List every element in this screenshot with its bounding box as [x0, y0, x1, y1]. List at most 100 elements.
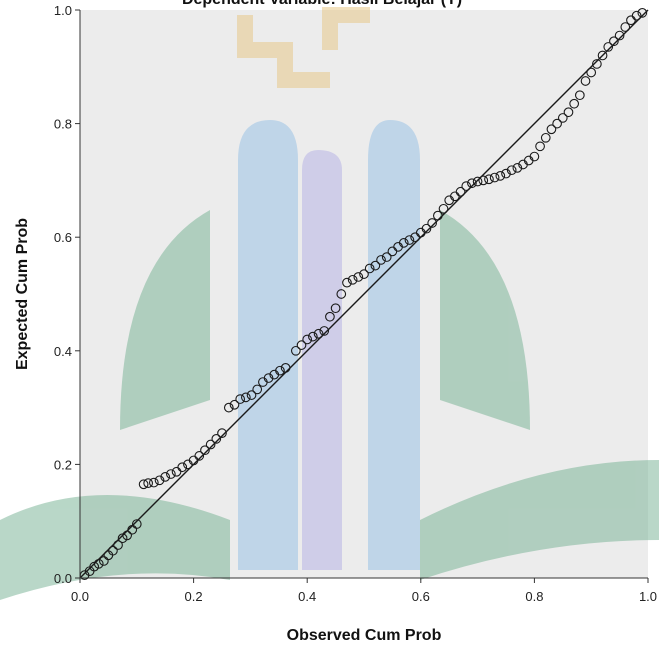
data-point [404, 235, 415, 245]
data-point [108, 545, 118, 556]
data-point [609, 36, 619, 47]
y-tick-label: 0.0 [54, 571, 72, 586]
data-point [495, 171, 506, 181]
data-point [205, 439, 216, 450]
x-tick-label: 0.2 [185, 589, 203, 604]
data-point [489, 172, 500, 183]
data-point [370, 260, 381, 271]
data-point [472, 176, 483, 187]
data-point [586, 67, 597, 78]
data-point [631, 10, 642, 21]
data-point [93, 558, 104, 569]
data-point [263, 373, 274, 383]
data-point [148, 477, 159, 488]
data-point [223, 402, 234, 413]
data-point [364, 263, 375, 274]
data-point [302, 334, 313, 345]
data-point [438, 203, 449, 214]
data-point [113, 540, 123, 550]
data-point [563, 107, 574, 118]
y-tick-label: 1.0 [54, 3, 72, 18]
data-point [620, 22, 631, 32]
data-point [241, 392, 251, 403]
y-tick-label: 0.2 [54, 457, 72, 472]
data-point [580, 76, 591, 86]
x-tick-label: 0.6 [412, 589, 430, 604]
data-point [143, 478, 154, 488]
data-point [398, 238, 409, 248]
data-point [330, 303, 341, 314]
data-point [154, 475, 165, 486]
data-point [427, 218, 438, 228]
data-point [614, 30, 625, 41]
data-point [461, 181, 472, 191]
data-point [194, 451, 205, 461]
x-tick-label: 0.8 [525, 589, 543, 604]
data-point [506, 165, 517, 176]
data-point [535, 141, 545, 152]
y-tick-label: 0.6 [54, 230, 72, 245]
data-point [290, 345, 301, 356]
data-point [131, 519, 142, 529]
data-point [319, 326, 330, 336]
data-point [529, 151, 540, 162]
data-point [166, 469, 176, 479]
data-point [484, 174, 494, 185]
data-point [552, 118, 562, 129]
data-point [246, 390, 257, 400]
data-point [177, 462, 188, 473]
data-point [252, 384, 263, 395]
reference-line [79, 9, 649, 579]
data-point [296, 340, 307, 350]
data-point [381, 252, 392, 262]
data-point [308, 331, 318, 342]
y-tick-label: 0.8 [54, 117, 72, 132]
data-point [280, 362, 291, 373]
data-point [138, 479, 149, 490]
data-point [569, 98, 580, 109]
data-point [540, 132, 551, 143]
x-tick-label: 1.0 [639, 589, 657, 604]
data-point [342, 277, 352, 288]
data-points [79, 7, 648, 581]
data-point [637, 7, 648, 18]
y-axis-title: Expected Cum Prob [14, 218, 31, 370]
data-point [546, 124, 557, 135]
y-tick-label: 0.4 [54, 344, 72, 359]
x-axis-title: Observed Cum Prob [287, 627, 442, 644]
data-point [217, 428, 227, 439]
chart-title: Dependent Variable: Hasil Belajar (Y) [182, 0, 462, 8]
data-point [235, 394, 246, 404]
data-point [603, 42, 614, 52]
x-axis-ticks: 0.0 0.2 0.4 0.6 0.8 1.0 [71, 578, 657, 604]
data-point [336, 289, 347, 299]
data-point [353, 272, 364, 282]
data-point [211, 433, 222, 444]
x-tick-label: 0.0 [71, 589, 89, 604]
data-point [467, 178, 477, 189]
watermark-logo [0, 7, 659, 600]
data-point [275, 365, 285, 376]
data-point [455, 186, 466, 197]
data-point [421, 223, 432, 234]
data-point [229, 399, 240, 410]
data-point [574, 90, 585, 101]
data-point [501, 168, 511, 179]
data-point [347, 274, 358, 285]
data-point [557, 113, 568, 123]
data-point [478, 175, 489, 186]
data-point [432, 210, 443, 221]
data-point [200, 445, 210, 456]
data-point [325, 311, 335, 322]
data-point [122, 530, 132, 541]
data-point [313, 328, 324, 339]
data-point [160, 472, 171, 482]
data-point [597, 50, 608, 61]
y-axis-ticks: 0.0 0.2 0.4 0.6 0.8 1.0 [54, 3, 80, 586]
data-point [376, 255, 386, 265]
data-point [359, 269, 369, 279]
data-point [592, 59, 602, 69]
data-point [512, 163, 523, 173]
x-tick-label: 0.4 [298, 589, 316, 604]
